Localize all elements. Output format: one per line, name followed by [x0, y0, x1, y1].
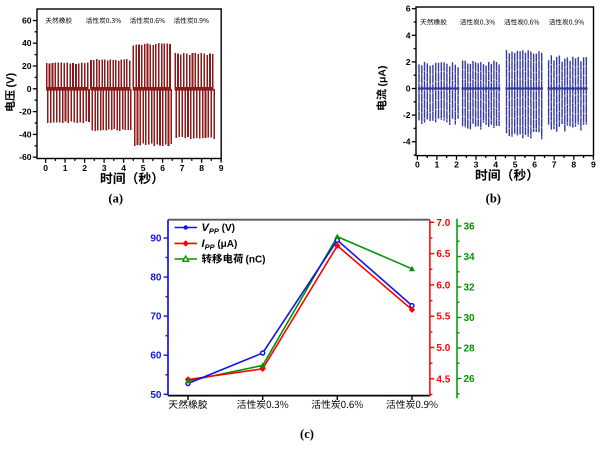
svg-text:VPP (V): VPP (V)	[202, 222, 235, 236]
svg-text:0: 0	[406, 84, 411, 94]
svg-text:5: 5	[513, 160, 518, 170]
svg-text:36: 36	[464, 222, 476, 233]
svg-text:0: 0	[43, 163, 48, 173]
svg-text:5: 5	[141, 163, 146, 173]
svg-text:(b): (b)	[486, 192, 501, 206]
svg-text:0: 0	[415, 160, 420, 170]
svg-text:34: 34	[464, 252, 476, 263]
svg-text:6: 6	[160, 163, 165, 173]
svg-text:(V): (V)	[5, 73, 17, 88]
svg-text:2: 2	[82, 163, 87, 173]
svg-text:-20: -20	[19, 107, 32, 117]
svg-text:4: 4	[121, 163, 126, 173]
svg-text:9: 9	[591, 160, 596, 170]
svg-text:9: 9	[219, 163, 224, 173]
svg-text:32: 32	[464, 283, 476, 294]
svg-text:-2: -2	[403, 110, 411, 120]
svg-text:2: 2	[454, 160, 459, 170]
svg-text:7: 7	[180, 163, 185, 173]
svg-text:26: 26	[464, 374, 476, 385]
svg-text:90: 90	[150, 234, 162, 245]
svg-text:0: 0	[27, 84, 32, 94]
svg-text:6: 6	[406, 4, 411, 14]
svg-text:6.5: 6.5	[436, 249, 450, 260]
svg-text:4: 4	[406, 30, 411, 40]
svg-text:1: 1	[63, 163, 68, 173]
svg-text:-4: -4	[403, 137, 411, 147]
svg-text:7.0: 7.0	[436, 218, 450, 229]
svg-text:5.0: 5.0	[436, 343, 450, 354]
svg-text:28: 28	[464, 344, 476, 355]
svg-text:60: 60	[150, 351, 162, 362]
svg-text:-40: -40	[19, 129, 32, 139]
svg-text:(a): (a)	[108, 192, 123, 206]
svg-text:80: 80	[150, 273, 162, 284]
svg-text:60: 60	[22, 16, 32, 26]
svg-text:3: 3	[474, 160, 479, 170]
svg-text:5.5: 5.5	[436, 312, 450, 323]
svg-text:4: 4	[493, 160, 498, 170]
svg-text:50: 50	[150, 390, 162, 401]
svg-text:70: 70	[150, 312, 162, 323]
svg-text:(c): (c)	[300, 427, 314, 441]
svg-text:20: 20	[22, 61, 32, 71]
svg-text:3: 3	[102, 163, 107, 173]
svg-text:6: 6	[532, 160, 537, 170]
svg-text:(μA): (μA)	[377, 66, 389, 87]
svg-text:8: 8	[571, 160, 576, 170]
svg-text:2: 2	[406, 57, 411, 67]
svg-text:6.0: 6.0	[436, 280, 450, 291]
svg-text:1: 1	[435, 160, 440, 170]
svg-text:30: 30	[464, 313, 476, 324]
svg-text:4.5: 4.5	[436, 374, 450, 385]
svg-text:40: 40	[22, 38, 32, 48]
svg-text:8: 8	[199, 163, 204, 173]
svg-text:7: 7	[552, 160, 557, 170]
svg-text:(nC): (nC)	[246, 255, 266, 266]
svg-text:-60: -60	[19, 152, 32, 162]
